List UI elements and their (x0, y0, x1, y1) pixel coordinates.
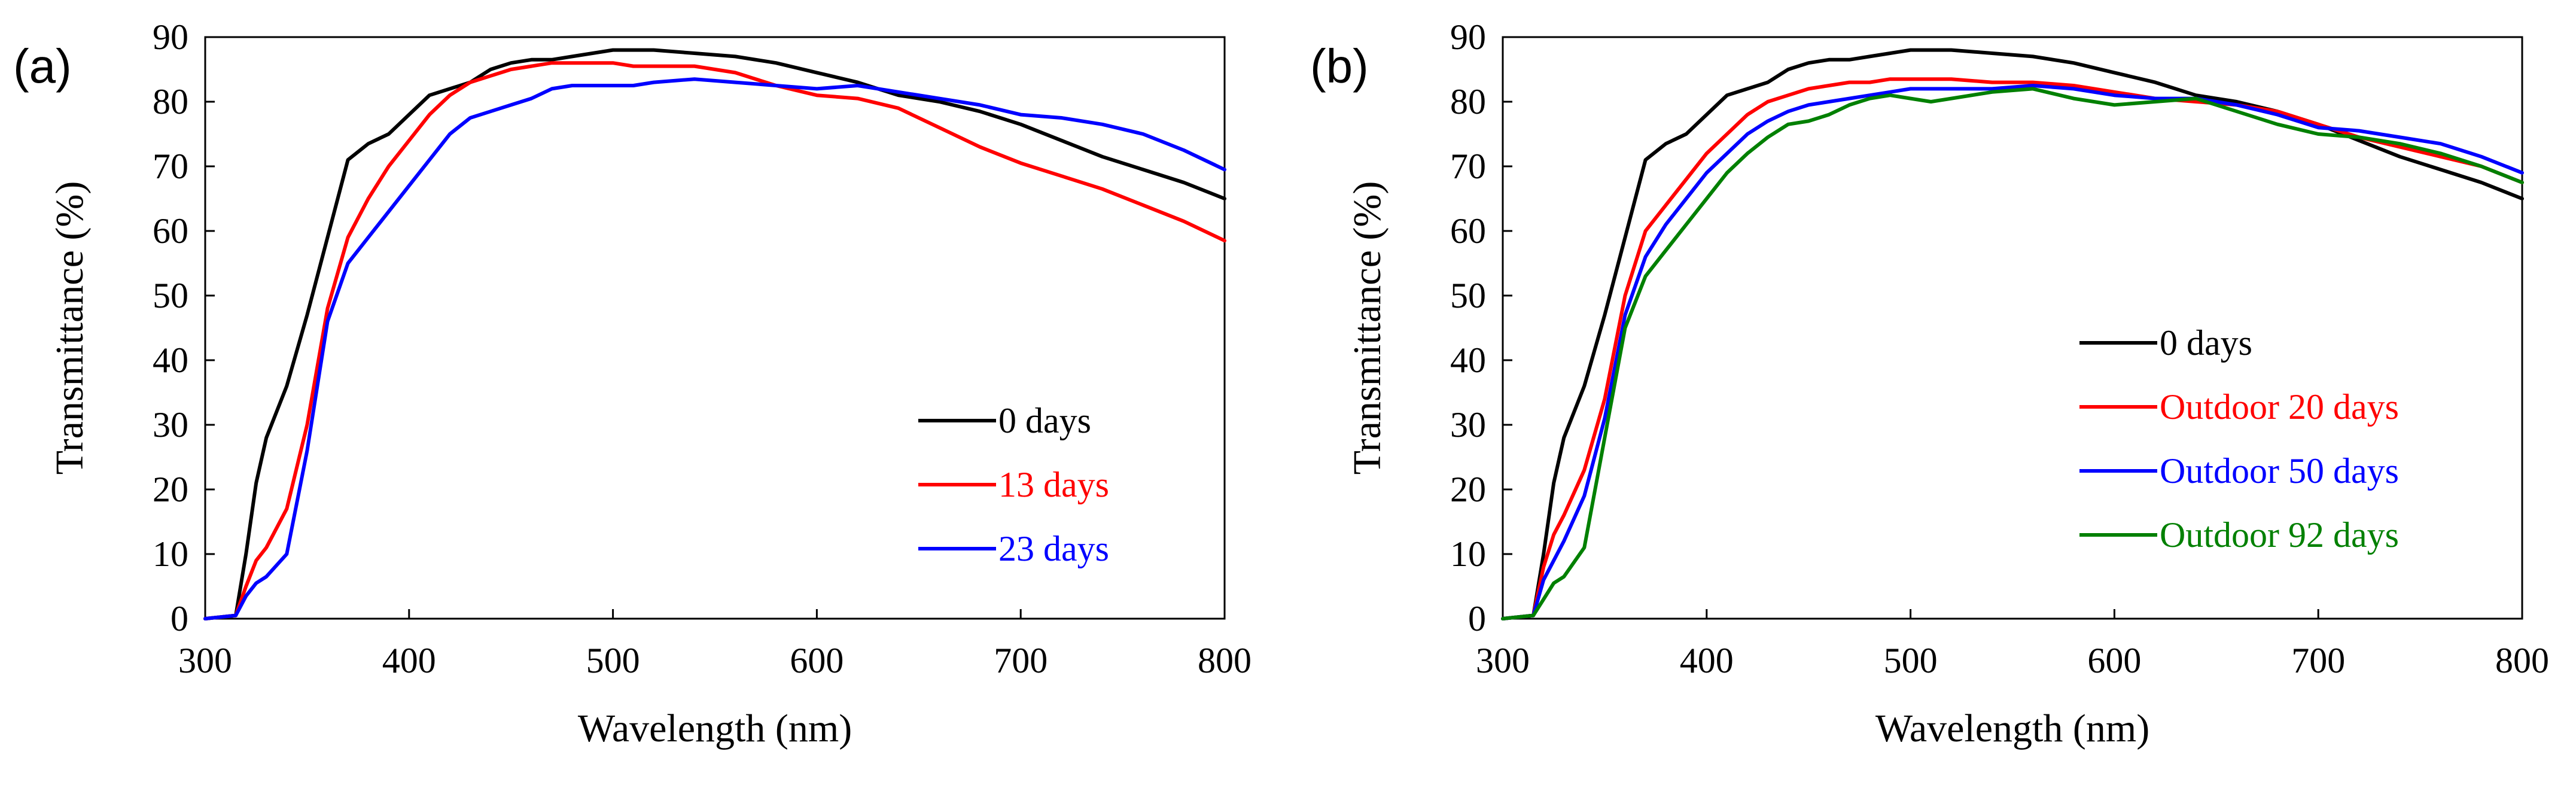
y-tick-label: 20 (153, 470, 188, 509)
x-tick-label: 400 (1680, 641, 1734, 680)
x-axis-title: Wavelength (nm) (578, 707, 852, 750)
y-tick-label: 0 (1468, 599, 1486, 638)
y-tick-label: 80 (1450, 82, 1486, 121)
legend-label: 0 days (2160, 323, 2252, 363)
chart-panel-1: (a) 0 10 20 30 40 50 60 70 80 90 300 400 500 600 700 800… (13, 17, 1252, 750)
plot-frame (204, 36, 1226, 620)
legend: 0 days Outdoor 20 days Outdoor 50 days Outd… (2079, 323, 2399, 555)
legend-label: Outdoor 20 days (2160, 387, 2399, 427)
y-tick-label: 70 (1450, 147, 1486, 186)
x-tick-label: 800 (1198, 641, 1252, 680)
x-axis-title: Wavelength (nm) (1875, 707, 2149, 750)
y-tick-label: 40 (153, 340, 188, 380)
y-tick-label: 60 (153, 211, 188, 251)
y-tick-label: 30 (153, 405, 188, 445)
x-tick-label: 300 (1476, 641, 1530, 680)
y-axis-title: Transmittance (%) (48, 181, 92, 475)
series-line-outdoor-20-days (1501, 77, 2524, 620)
x-tick-label: 600 (2087, 641, 2141, 680)
y-tick-label: 90 (153, 17, 188, 57)
series-line-outdoor-92-days (1501, 87, 2524, 620)
y-tick-label: 50 (1450, 276, 1486, 315)
y-tick-label: 10 (153, 534, 188, 574)
x-tick-label: 400 (382, 641, 436, 680)
chart-panel-2: (b) 0 10 20 30 40 50 60 70 80 90 300 400 500 600 700 800… (1310, 17, 2549, 750)
y-tick-label: 10 (1450, 534, 1486, 574)
x-tick-label: 600 (790, 641, 844, 680)
series-line-0-days (203, 48, 1226, 620)
x-tick-label: 500 (1884, 641, 1938, 680)
series-line-outdoor-50-days (1501, 84, 2524, 620)
legend-label: 0 days (998, 401, 1091, 440)
x-tick-label: 800 (2495, 641, 2549, 680)
y-tick-label: 70 (153, 147, 188, 186)
y-tick-label: 50 (153, 276, 188, 315)
legend-label: 23 days (998, 529, 1109, 568)
plot-frame (1502, 36, 2523, 620)
y-tick-label: 90 (1450, 17, 1486, 57)
legend-label: 13 days (998, 465, 1109, 504)
x-tick-label: 500 (586, 641, 640, 680)
x-tick-label: 300 (178, 641, 232, 680)
series-line-23-days (203, 77, 1226, 620)
y-tick-label: 20 (1450, 470, 1486, 509)
series-line-13-days (203, 61, 1226, 620)
y-tick-label: 30 (1450, 405, 1486, 445)
y-tick-label: 40 (1450, 340, 1486, 380)
y-tick-label: 60 (1450, 211, 1486, 251)
panel-label: (a) (13, 39, 72, 93)
x-tick-label: 700 (994, 641, 1048, 680)
legend: 0 days 13 days 23 days (918, 401, 1109, 568)
y-tick-label: 80 (153, 82, 188, 121)
x-tick-label: 700 (2291, 641, 2345, 680)
legend-label: Outdoor 50 days (2160, 451, 2399, 491)
y-axis-title: Transmittance (%) (1345, 181, 1389, 475)
legend-label: Outdoor 92 days (2160, 515, 2399, 555)
panel-label: (b) (1310, 39, 1369, 93)
y-tick-label: 0 (170, 599, 188, 638)
